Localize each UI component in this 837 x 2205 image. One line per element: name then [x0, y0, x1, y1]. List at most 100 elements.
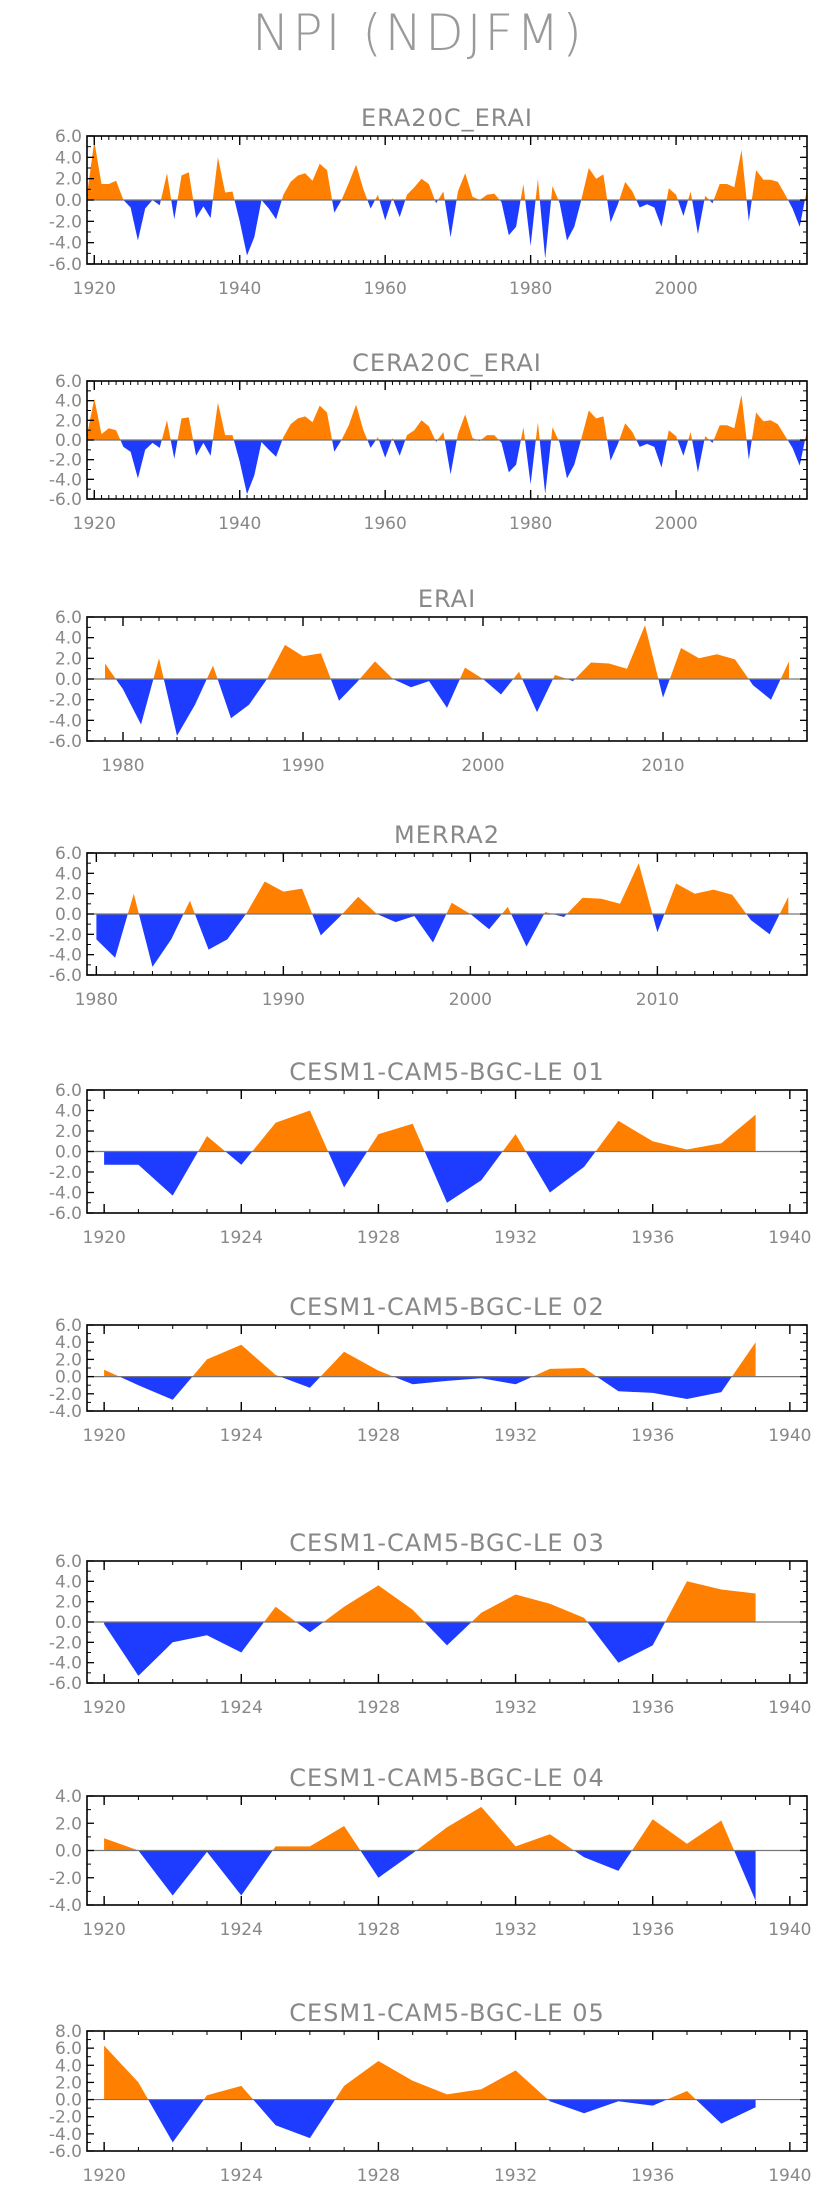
positive-area: [731, 1342, 756, 1377]
x-tick-label: 1924: [220, 1228, 263, 1248]
positive-area: [666, 2091, 696, 2100]
positive-area: [551, 186, 559, 200]
positive-area: [104, 2045, 149, 2100]
x-tick-label: 1920: [73, 514, 116, 534]
negative-area: [234, 200, 262, 256]
y-tick-label: -6.0: [49, 1674, 82, 1694]
x-tick-label: 1928: [357, 2166, 400, 2186]
negative-area: [552, 914, 567, 917]
y-tick-label: 6.0: [55, 844, 82, 864]
positive-area: [551, 427, 559, 440]
y-tick-label: 2.0: [55, 1814, 82, 1834]
negative-area: [424, 1622, 472, 1646]
positive-area: [665, 1581, 756, 1622]
y-tick-label: 2.0: [55, 885, 82, 905]
negative-area: [692, 200, 705, 235]
y-tick-label: 0.0: [55, 431, 82, 451]
y-tick-label: -6.0: [49, 732, 82, 752]
y-tick-label: 0.0: [55, 1842, 82, 1862]
negative-area: [193, 440, 213, 456]
positive-area: [267, 644, 331, 679]
x-tick-label: 1928: [357, 1426, 400, 1446]
negative-area: [539, 440, 552, 495]
x-tick-label: 1936: [631, 1228, 674, 1248]
positive-area: [502, 1134, 526, 1152]
negative-area: [170, 440, 178, 459]
negative-area: [498, 440, 521, 473]
positive-area: [405, 178, 435, 200]
y-tick-label: -6.0: [49, 490, 82, 510]
positive-area: [480, 435, 499, 440]
negative-area: [253, 2099, 336, 2139]
x-tick-label: 1940: [218, 514, 261, 534]
y-tick-label: 6.0: [55, 608, 82, 628]
negative-area: [296, 1622, 324, 1633]
x-tick-label: 1990: [262, 990, 305, 1010]
negative-area: [367, 440, 376, 448]
negative-area: [692, 440, 705, 473]
negative-area: [217, 679, 267, 719]
negative-area: [332, 440, 342, 452]
positive-area: [375, 194, 380, 200]
negative-area: [788, 200, 805, 227]
negative-area: [525, 440, 536, 485]
x-tick-label: 1980: [101, 756, 144, 776]
x-tick-label: 1928: [357, 1228, 400, 1248]
y-tick-label: 2.0: [55, 649, 82, 669]
negative-area: [539, 200, 552, 259]
y-tick-label: -4.0: [49, 1184, 82, 1204]
positive-area: [446, 902, 471, 914]
negative-area: [233, 440, 283, 495]
negative-area: [677, 200, 689, 216]
positive-area: [456, 414, 478, 440]
positive-area: [87, 398, 121, 440]
y-tick-label: 2.0: [55, 1593, 82, 1613]
negative-area: [225, 1151, 253, 1165]
positive-area: [127, 893, 139, 914]
positive-area: [704, 195, 710, 200]
positive-area: [323, 1585, 425, 1622]
positive-area: [375, 437, 379, 440]
positive-area: [575, 625, 659, 679]
plot-frame: [86, 1324, 808, 1412]
chart-title: ERA20C_ERAI: [361, 104, 533, 132]
x-tick-label: 1928: [357, 1698, 400, 1718]
x-tick-label: 1960: [364, 514, 407, 534]
chart-title: CESM1-CAM5-BGC-LE 01: [289, 1058, 605, 1086]
positive-area: [320, 1351, 394, 1377]
x-tick-label: 1980: [509, 514, 552, 534]
x-tick-label: 2000: [654, 279, 697, 299]
negative-area: [393, 200, 406, 218]
positive-area: [416, 1806, 575, 1851]
negative-area: [677, 440, 689, 456]
negative-area: [367, 200, 376, 209]
chart-title: CESM1-CAM5-BGC-LE 04: [289, 1764, 605, 1792]
positive-area: [553, 674, 567, 679]
negative-area: [123, 200, 153, 241]
x-tick-label: 1980: [509, 279, 552, 299]
positive-area: [104, 1369, 120, 1377]
x-tick-label: 1932: [494, 1228, 537, 1248]
chart-panel-3: ERAI 1980 1990 2000 2010 6.04.02.00.0-2.0-4.0…: [49, 585, 808, 776]
positive-area: [456, 173, 500, 200]
y-tick-label: 4.0: [55, 864, 82, 884]
x-tick-label: 1990: [281, 756, 324, 776]
chart-panel-5: CESM1-CAM5-BGC-LE 01 1920 1924 1928 1932 1936…: [49, 1058, 812, 1248]
positive-area: [751, 170, 788, 200]
positive-area: [341, 164, 368, 200]
x-tick-label: 2010: [641, 756, 684, 776]
positive-area: [405, 420, 436, 440]
positive-area: [206, 665, 218, 679]
y-tick-label: -2.0: [49, 925, 82, 945]
negative-area: [511, 914, 545, 947]
chart-panel-8: CESM1-CAM5-BGC-LE 04 1920 1924 1928 1932 1936…: [49, 1764, 812, 1940]
y-tick-label: 8.0: [55, 2022, 82, 2042]
y-tick-label: 0.0: [55, 1143, 82, 1163]
negative-area: [470, 914, 502, 930]
chart-title: CERA20C_ERAI: [352, 349, 542, 377]
y-tick-label: 0.0: [55, 1613, 82, 1633]
y-tick-label: 2.0: [55, 1350, 82, 1370]
x-tick-label: 1940: [768, 1228, 811, 1248]
negative-area: [424, 1151, 503, 1203]
negative-area: [596, 1376, 732, 1399]
